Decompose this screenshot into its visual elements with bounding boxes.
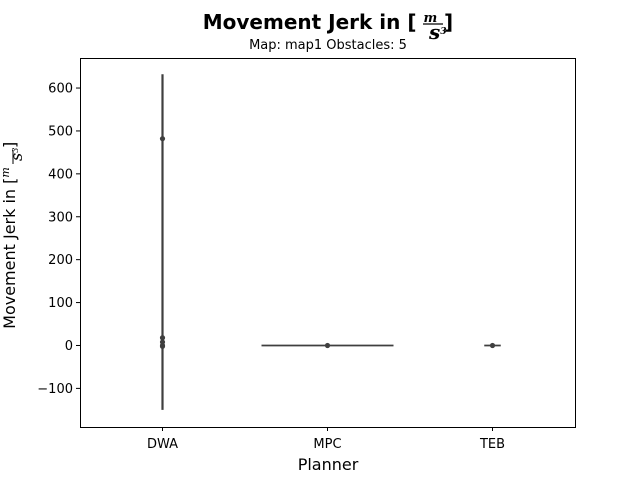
title-prefix: Movement Jerk in [ (203, 10, 417, 34)
title-unit-numerator: m (423, 11, 437, 26)
data-point-teb (489, 342, 496, 349)
x-axis: DWA MPC TEB (147, 427, 505, 452)
y-tick-label: 400 (48, 167, 73, 182)
y-tick-label: 200 (48, 253, 73, 268)
data-point-mpc (324, 342, 331, 349)
chart-subtitle: Map: map1 Obstacles: 5 (249, 38, 407, 53)
title-suffix: ] (444, 10, 453, 34)
y-axis-label: Movement Jerk in [m s3 ] (0, 142, 26, 329)
y-axis: −100 0 100 200 300 400 500 600 (37, 82, 80, 397)
x-axis-label: Planner (298, 455, 359, 474)
y-tick-label: 500 (48, 124, 73, 139)
data-point-dwa (159, 343, 166, 349)
chart-title: Movement Jerk in [ m (203, 10, 437, 34)
y-tick-label: 100 (48, 296, 73, 311)
data-point-dwa (159, 335, 166, 341)
data-point-dwa (159, 136, 166, 142)
svg-text:]: ] (0, 142, 19, 148)
plot-area (80, 58, 576, 428)
y-tick-label: 600 (48, 82, 73, 97)
violin-marks (159, 74, 501, 410)
y-tick-label: −100 (37, 382, 73, 397)
x-tick-label: MPC (313, 437, 341, 452)
title-unit-denominator: s3 (428, 20, 447, 44)
y-tick-label: 0 (65, 339, 73, 354)
svg-text:Movement Jerk in [m: Movement Jerk in [m (0, 167, 19, 329)
x-tick-label: DWA (147, 437, 178, 452)
y-tick-label: 300 (48, 210, 73, 225)
x-tick-label: TEB (479, 437, 505, 452)
ylabel-unit-denominator: s3 (7, 148, 26, 161)
